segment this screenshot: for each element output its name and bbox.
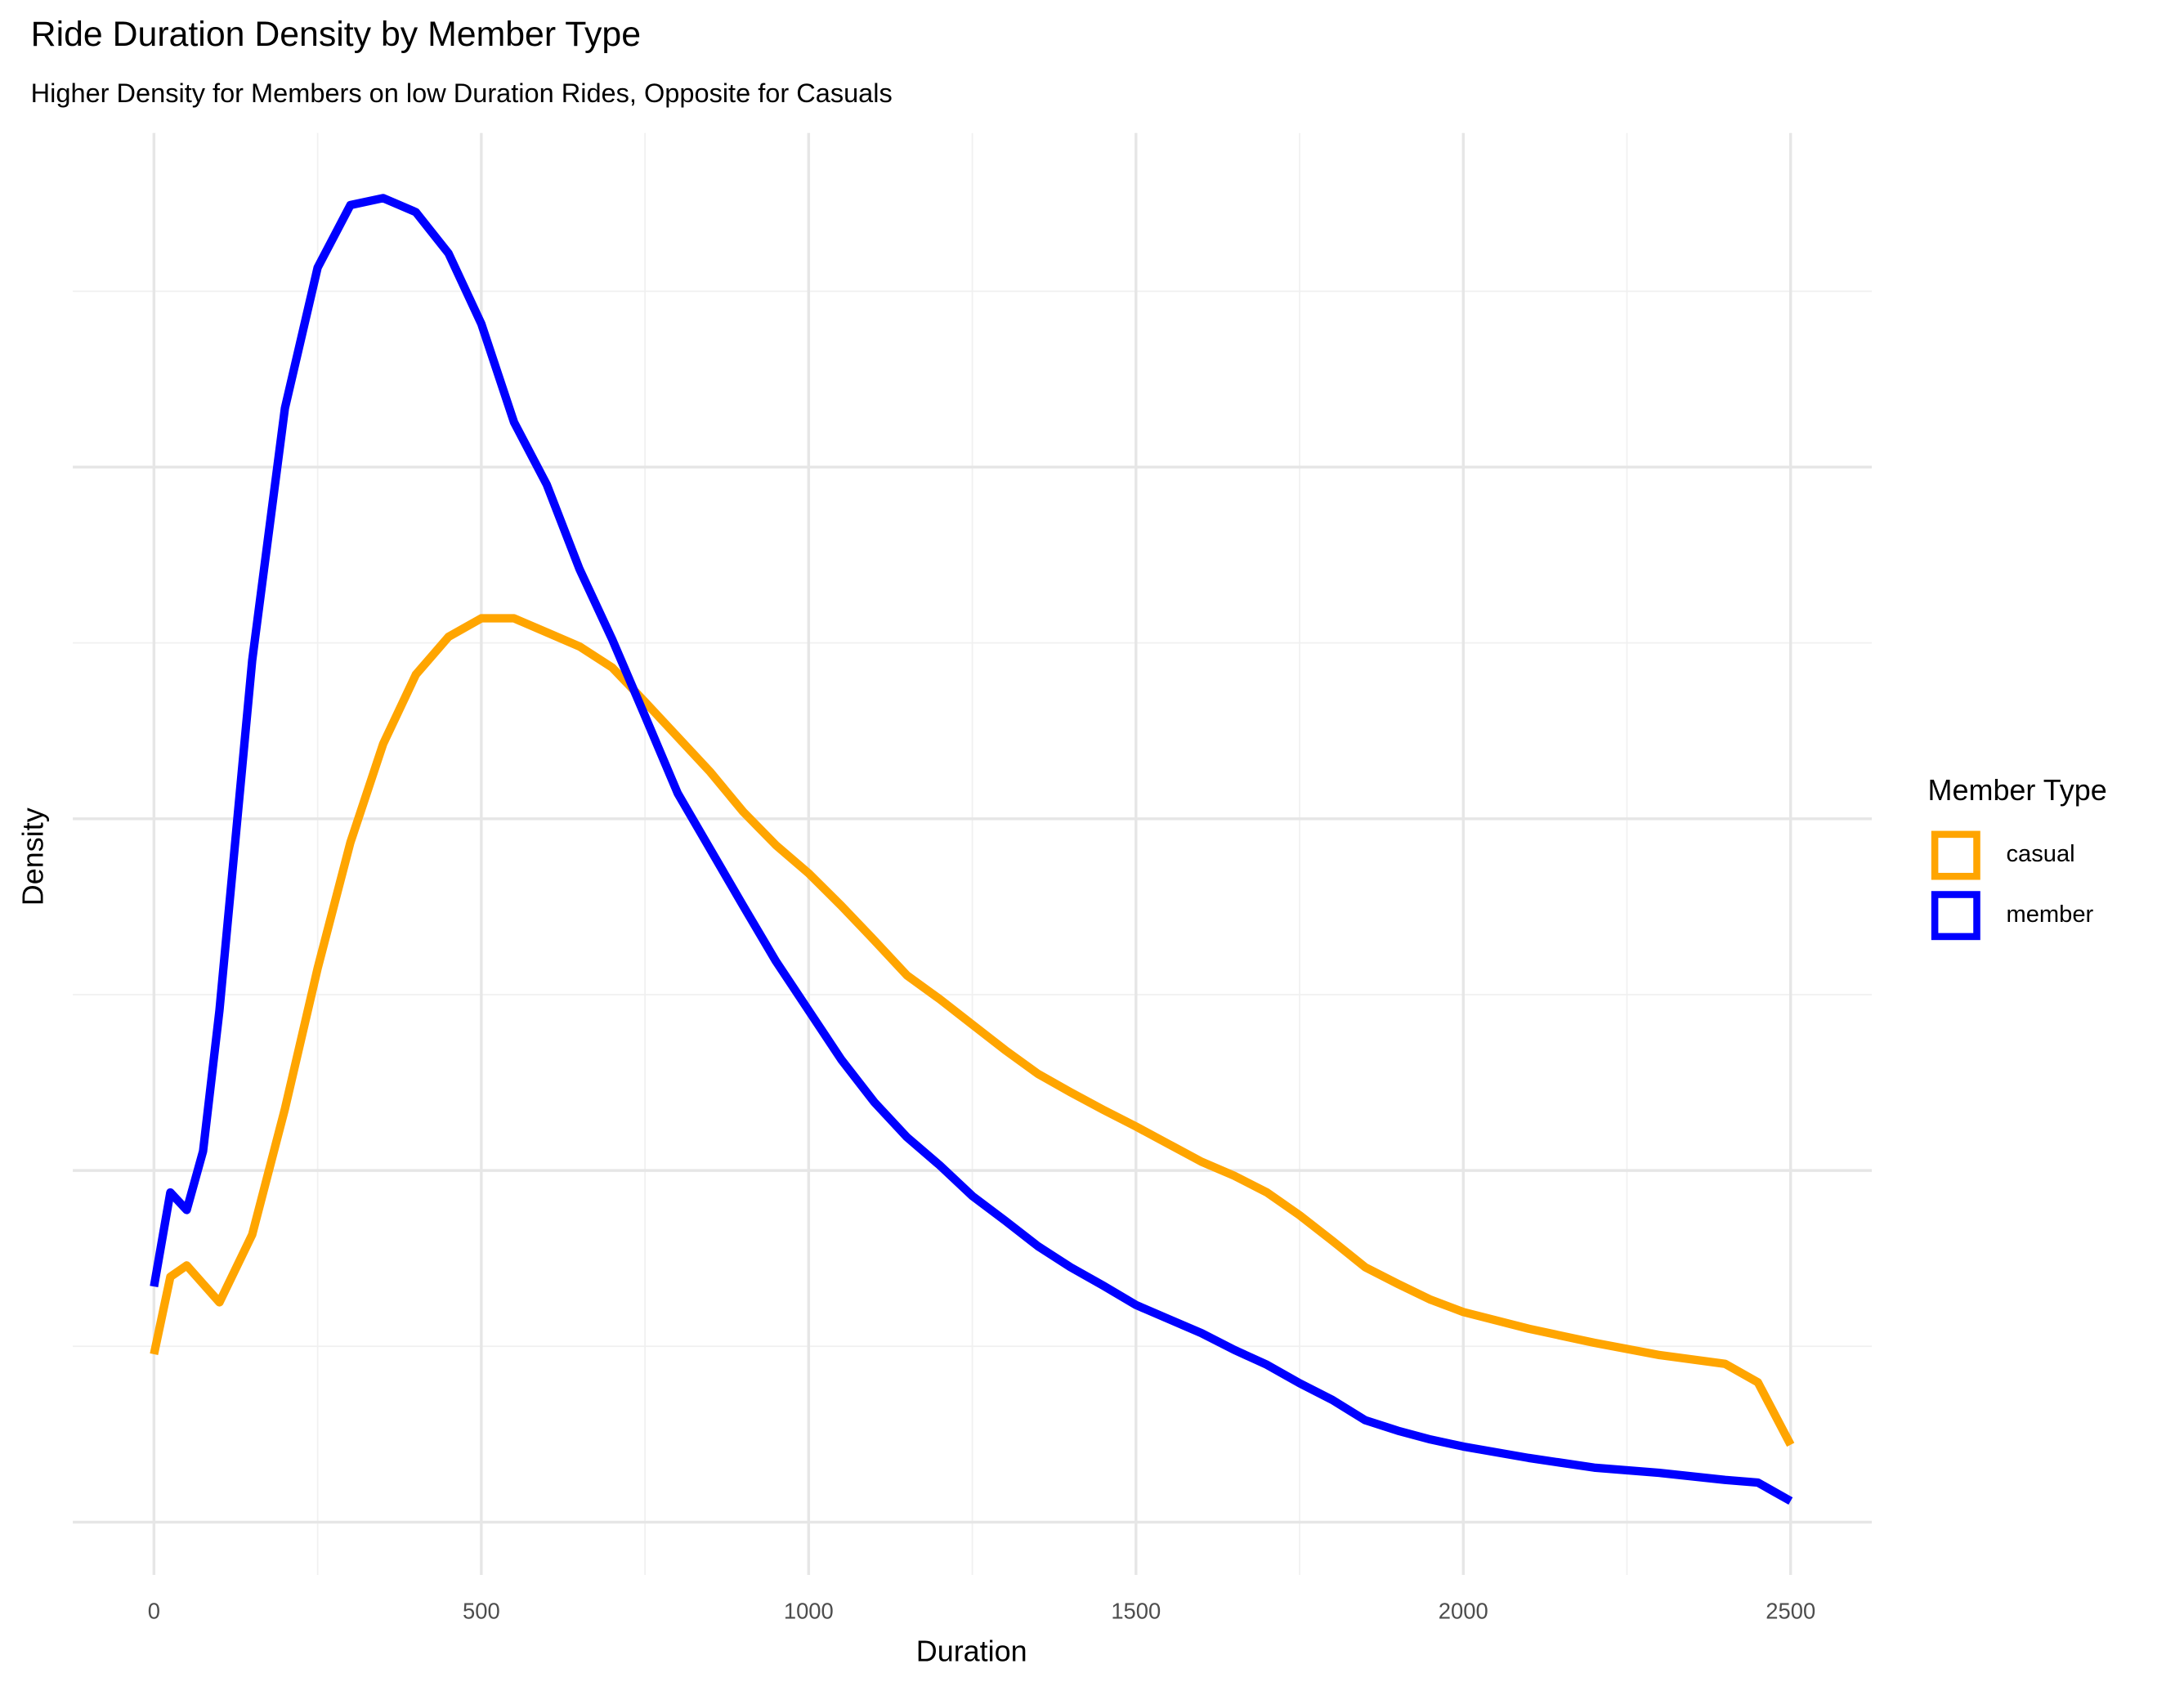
- x-axis-label: Duration: [916, 1634, 1027, 1667]
- x-tick-label: 0: [148, 1598, 160, 1623]
- chart-subtitle: Higher Density for Members on low Durati…: [31, 78, 893, 108]
- lines: [150, 194, 1795, 1505]
- legend-swatch: [1931, 830, 1980, 880]
- chart-title: Ride Duration Density by Member Type: [31, 15, 641, 54]
- x-tick-label: 1000: [784, 1598, 834, 1623]
- legend-title: Member Type: [1928, 773, 2107, 807]
- grid: [73, 132, 1873, 1575]
- density-line: [150, 194, 1793, 1505]
- density-line: [150, 614, 1795, 1447]
- legend-label: casual: [2006, 841, 2074, 867]
- y-axis-label: Density: [16, 807, 49, 906]
- legend-label: member: [2006, 901, 2093, 928]
- legend-swatch: [1931, 891, 1980, 941]
- x-tick-label: 2000: [1439, 1598, 1488, 1623]
- x-tick-label: 2500: [1766, 1598, 1815, 1623]
- x-tick-label: 1500: [1111, 1598, 1161, 1623]
- x-tick-label: 500: [463, 1598, 500, 1623]
- legend: casual member: [1931, 830, 2094, 941]
